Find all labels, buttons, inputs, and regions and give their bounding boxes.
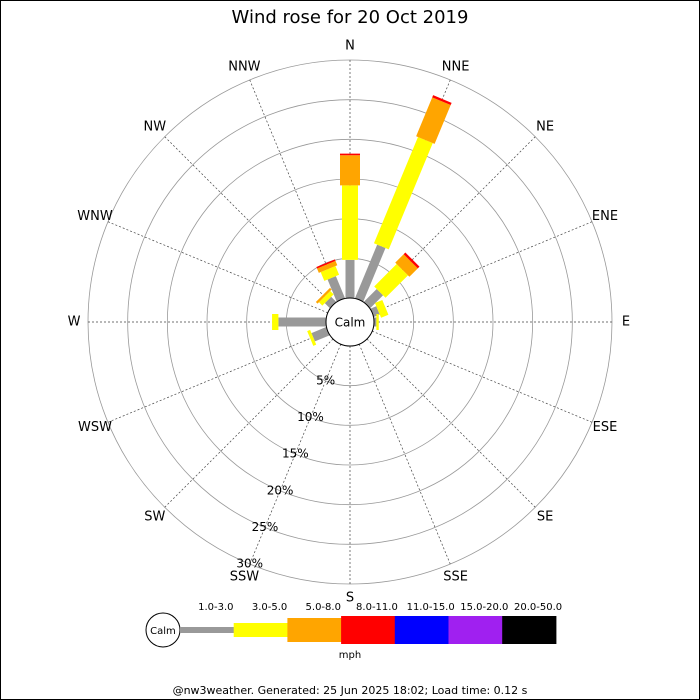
direction-label: SE (537, 510, 553, 525)
wind-bar (318, 290, 334, 306)
wind-bar (311, 327, 330, 342)
chart-title: Wind rose for 20 Oct 2019 (232, 7, 469, 28)
wind-bar (376, 314, 379, 330)
wind-bar (374, 264, 408, 298)
ring-label: 20% (267, 483, 294, 497)
direction-label: NE (536, 119, 554, 134)
legend-label: 15.0-20.0 (460, 602, 508, 613)
wind-bar (416, 97, 451, 144)
legend-label: 20.0-50.0 (514, 602, 562, 613)
legend-swatch (233, 623, 288, 637)
legend-label: 3.0-5.0 (252, 602, 287, 613)
legend-swatch (394, 616, 449, 644)
wind-bar (340, 153, 360, 156)
wind-bar (374, 317, 377, 327)
direction-label: WSW (78, 420, 112, 435)
direction-label: SSE (443, 569, 468, 584)
wind-bar (345, 259, 355, 298)
legend-swatch (341, 616, 396, 644)
wind-bar (320, 265, 340, 281)
direction-label: SSW (230, 569, 260, 584)
wind-bar (340, 155, 360, 186)
wind-bar (432, 95, 452, 106)
wind-bar (374, 299, 389, 318)
direction-label: W (68, 315, 81, 330)
wind-bar (272, 314, 279, 330)
wind-bar (317, 260, 338, 273)
direction-label: NNW (228, 60, 260, 75)
footer: @nw3weather. Generated: 25 Jun 2025 18:0… (173, 684, 528, 697)
wind-bar (307, 329, 317, 346)
ring-label: 15% (282, 447, 309, 461)
wind-bar (373, 136, 433, 250)
wind-bar (324, 296, 337, 309)
legend-swatch (448, 616, 503, 644)
units: mph (339, 650, 361, 661)
ring-label: 5% (316, 373, 335, 387)
direction-label: NNE (442, 60, 470, 75)
direction-label: E (622, 315, 630, 330)
legend-label: 5.0-8.0 (306, 602, 341, 613)
legend-swatch (180, 627, 235, 633)
wind-bar (327, 276, 345, 302)
wind-bar (316, 259, 336, 269)
legend-swatch (287, 618, 342, 642)
calm-circle (325, 297, 375, 347)
wind-bar (363, 288, 384, 309)
direction-label: WNW (77, 209, 113, 224)
legend-label: 1.0-3.0 (198, 602, 233, 613)
direction-label: ESE (593, 420, 618, 435)
direction-label: S (346, 591, 354, 606)
legend-label: 8.0-11.0 (356, 602, 398, 613)
wind-bar (315, 287, 332, 304)
calm-label: Calm (335, 316, 366, 330)
legend-swatch (502, 616, 557, 644)
wind-bar (342, 185, 358, 260)
wind-bar (278, 317, 326, 327)
ring-label: 10% (297, 410, 324, 424)
direction-label: NW (144, 119, 167, 134)
ring-label: 25% (252, 520, 279, 534)
direction-label: N (345, 39, 355, 54)
ring (166, 138, 534, 506)
legend-label: 11.0-15.0 (407, 602, 455, 613)
ring-label: 30% (236, 557, 263, 571)
ring (127, 99, 573, 545)
wind-bar (355, 244, 386, 302)
wind-bar (395, 254, 418, 277)
wind-bar (403, 252, 420, 269)
direction-label: ENE (592, 209, 618, 224)
direction-label: SW (144, 510, 165, 525)
legend-calm-label: Calm (150, 626, 176, 637)
